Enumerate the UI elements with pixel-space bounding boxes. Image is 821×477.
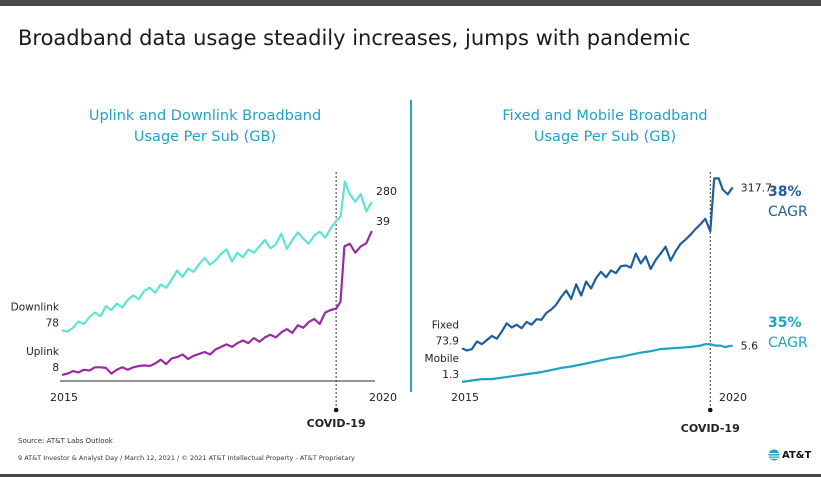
cagr-value-fixed: 38% — [768, 184, 802, 200]
att-logo: AT&T — [768, 449, 811, 461]
series-name-downlink: Downlink — [11, 301, 60, 313]
series-end-value-downlink: 280 — [376, 185, 397, 198]
top-bar — [0, 0, 821, 6]
x-tick-start-fixed-mobile: 2015 — [451, 391, 479, 404]
event-marker-fixed-mobile — [707, 407, 713, 413]
bottom-bar — [0, 474, 821, 477]
source-note: Source: AT&T Labs Outlook — [18, 437, 113, 445]
series-end-value-uplink: 39 — [376, 215, 390, 228]
series-line-uplink — [61, 230, 373, 376]
series-name-uplink: Uplink — [26, 346, 60, 358]
chart-title-uplink-downlink: Uplink and Downlink Broadband Usage Per … — [88, 108, 322, 145]
series-end-value-fixed: 317.7 — [741, 181, 773, 194]
series-start-value-downlink: 78 — [46, 317, 59, 329]
series-name-fixed: Fixed — [432, 319, 459, 331]
footer-note: 9 AT&T Investor & Analyst Day / March 12… — [18, 454, 355, 462]
cagr-label-mobile: CAGR — [768, 335, 808, 351]
event-label-uplink-downlink: COVID-19 — [307, 417, 366, 430]
x-tick-end-fixed-mobile: 2020 — [719, 391, 747, 404]
series-start-value-fixed: 73.9 — [436, 335, 459, 347]
event-label-fixed-mobile: COVID-19 — [681, 422, 740, 435]
series-name-mobile: Mobile — [425, 353, 459, 365]
panel-divider — [410, 100, 412, 392]
chart-title-fixed-mobile: Fixed and Mobile Broadband Usage Per Sub… — [502, 108, 708, 145]
slide-title: Broadband data usage steadily increases,… — [18, 26, 691, 50]
logo-text: AT&T — [782, 449, 812, 461]
series-line-fixed — [461, 177, 734, 352]
cagr-value-mobile: 35% — [768, 315, 802, 331]
cagr-label-fixed: CAGR — [768, 204, 808, 220]
series-start-value-uplink: 8 — [52, 362, 59, 374]
series-line-mobile — [461, 343, 733, 383]
att-globe-icon — [768, 449, 780, 461]
series-start-value-mobile: 1.3 — [442, 369, 459, 381]
series-end-value-mobile: 5.6 — [741, 340, 759, 353]
x-tick-start-uplink-downlink: 2015 — [50, 391, 78, 404]
event-marker-uplink-downlink — [333, 407, 339, 413]
x-tick-end-uplink-downlink: 2020 — [369, 391, 397, 404]
series-line-downlink — [61, 180, 373, 333]
